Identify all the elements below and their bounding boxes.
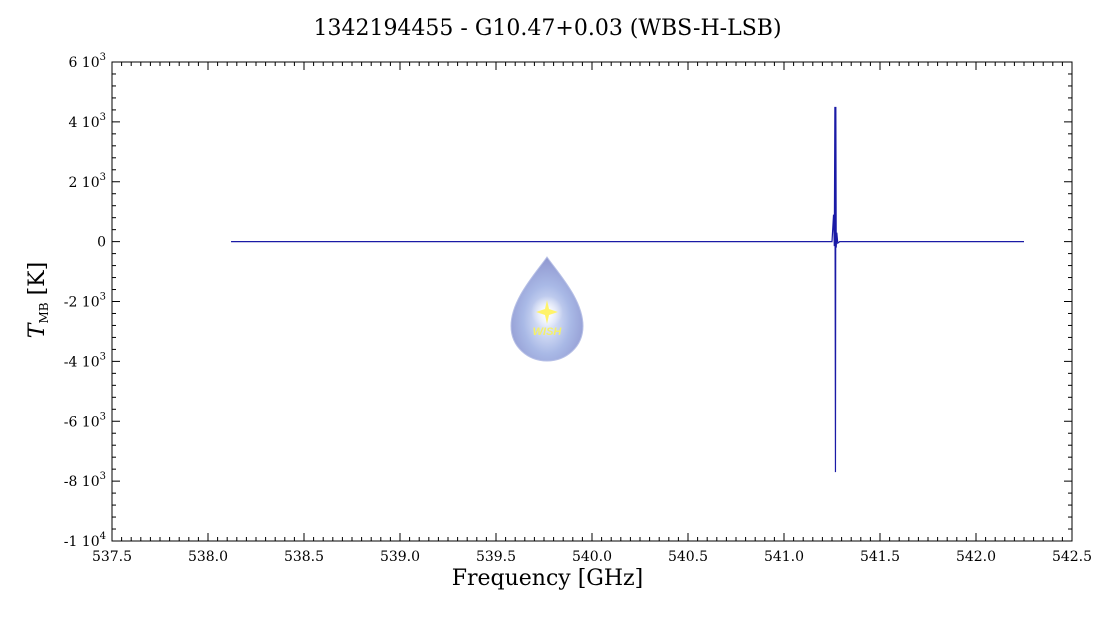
y-axis-symbol: T [25, 323, 50, 339]
x-tick-label: 539.0 [380, 549, 420, 565]
plot-frame [111, 61, 1073, 542]
y-tick-label: 6 103 [68, 52, 106, 71]
y-tick-label: -1 104 [64, 531, 106, 550]
wish-logo: WISH [510, 256, 584, 362]
x-tick-label: 541.0 [764, 549, 804, 565]
wish-logo-text: WISH [533, 326, 563, 338]
x-tick-label: 542.0 [956, 549, 996, 565]
x-tick-label: 537.5 [92, 549, 132, 565]
x-axis-label: Frequency [GHz] [451, 566, 644, 591]
axis-ticks [111, 61, 1073, 542]
x-tick-label: 538.5 [284, 549, 324, 565]
x-tick-label: 542.5 [1052, 549, 1092, 565]
y-axis-label: TMB [K] [25, 262, 51, 338]
star-icon [536, 300, 558, 324]
y-tick-label: -6 103 [64, 411, 106, 430]
x-tick-label: 540.5 [668, 549, 708, 565]
y-tick-label: -2 103 [64, 292, 106, 311]
y-tick-label: -8 103 [64, 471, 106, 490]
y-tick-label: 2 103 [68, 172, 106, 191]
y-tick-labels: 6 103 4 103 2 103 0 -2 103 -4 103 -6 103 -8 103… [64, 52, 106, 550]
x-tick-label: 539.5 [476, 549, 516, 565]
x-tick-label: 540.0 [572, 549, 612, 565]
chart-title: 1342194455 - G10.47+0.03 (WBS-H-LSB) [313, 16, 782, 41]
x-tick-label: 538.0 [188, 549, 228, 565]
y-tick-label: 0 [97, 235, 106, 251]
y-axis-subscript: MB [37, 302, 51, 324]
spectrum-line [231, 106, 1024, 473]
x-tick-label: 541.5 [860, 549, 900, 565]
y-tick-label: 4 103 [68, 112, 106, 131]
y-tick-label: -4 103 [64, 351, 106, 370]
x-tick-labels: 537.5 538.0 538.5 539.0 539.5 540.0 540.5 541.0… [92, 549, 1092, 565]
y-axis-unit: [K] [25, 261, 50, 296]
